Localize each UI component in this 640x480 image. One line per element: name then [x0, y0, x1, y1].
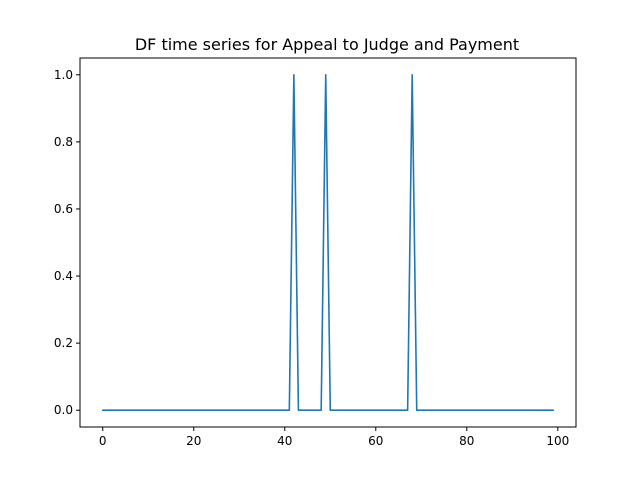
x-tick-label: 80 [459, 434, 474, 448]
y-tick-label: 0.2 [54, 336, 73, 350]
axes-frame [79, 57, 577, 428]
x-tick-label: 40 [277, 434, 292, 448]
y-tick-label: 1.0 [54, 68, 73, 82]
y-tick-label: 0.0 [54, 403, 73, 417]
x-tick-label: 0 [99, 434, 107, 448]
chart-title: DF time series for Appeal to Judge and P… [135, 35, 519, 54]
y-tick-label: 0.8 [54, 135, 73, 149]
x-tick-label: 20 [186, 434, 201, 448]
x-tick-label: 60 [368, 434, 383, 448]
y-tick-label: 0.6 [54, 202, 73, 216]
plot-area [101, 73, 555, 412]
axes [79, 57, 577, 428]
series-line-0 [101, 73, 555, 412]
x-tick-label: 100 [546, 434, 569, 448]
y-axis: 0.0 0.2 0.4 0.6 0.8 1.0 [54, 68, 80, 417]
y-tick-label: 0.4 [54, 269, 73, 283]
x-axis: 0 20 40 60 80 100 [99, 427, 569, 448]
